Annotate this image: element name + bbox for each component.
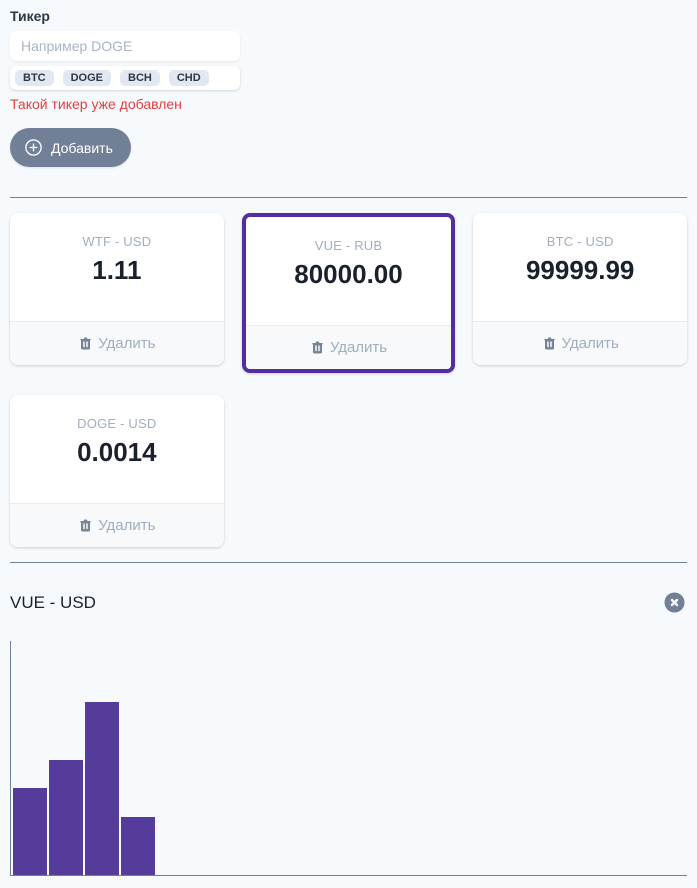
ticker-input[interactable] [10, 31, 240, 61]
ticker-card[interactable]: DOGE - USD 0.0014 Удалить [10, 395, 224, 547]
ticker-chip-chd[interactable]: CHD [168, 70, 209, 86]
ticker-price: 0.0014 [77, 437, 157, 467]
trash-icon [78, 518, 93, 533]
chart-bar [85, 701, 119, 875]
ticker-price: 80000.00 [294, 259, 403, 289]
ticker-chip-bch[interactable]: BCH [120, 70, 160, 86]
ticker-chip-btc[interactable]: BTC [15, 70, 54, 86]
delete-ticker-button[interactable]: Удалить [10, 321, 224, 365]
delete-ticker-button[interactable]: Удалить [10, 503, 224, 547]
add-button-label: Добавить [51, 139, 113, 156]
ticker-card[interactable]: BTC - USD 99999.99 Удалить [473, 213, 687, 365]
ticker-card[interactable]: VUE - RUB 80000.00 Удалить [241, 213, 456, 373]
add-ticker-button[interactable]: Добавить [10, 128, 131, 167]
graph-section: VUE - USD [10, 590, 687, 876]
delete-label: Удалить [329, 339, 388, 356]
ticker-pair-label: DOGE - USD [77, 416, 157, 431]
delete-ticker-button[interactable]: Удалить [473, 321, 687, 365]
ticker-card-body: DOGE - USD 0.0014 [10, 395, 224, 503]
ticker-card-body: WTF - USD 1.11 [10, 213, 224, 321]
ticker-price: 99999.99 [525, 255, 635, 285]
chart-bar [13, 788, 47, 875]
ticker-card[interactable]: WTF - USD 1.11 Удалить [10, 213, 224, 365]
close-graph-button[interactable] [662, 590, 687, 615]
ticker-price: 1.11 [92, 255, 142, 285]
divider-bottom [10, 562, 687, 563]
ticker-pair-label: BTC - USD [546, 234, 614, 249]
ticker-label: Тикер [10, 8, 50, 24]
trash-icon [310, 340, 325, 355]
delete-label: Удалить [98, 335, 156, 352]
graph-header: VUE - USD [10, 590, 687, 615]
divider-top [10, 197, 687, 198]
chart-bar [49, 760, 83, 875]
plus-circle-icon [24, 138, 43, 157]
delete-ticker-button[interactable]: Удалить [245, 325, 452, 369]
ticker-chip-doge[interactable]: DOGE [62, 70, 112, 86]
delete-label: Удалить [98, 517, 156, 534]
x-circle-icon [662, 592, 687, 618]
ticker-card-body: VUE - RUB 80000.00 [246, 217, 452, 325]
chart-bar [121, 816, 155, 875]
error-message: Такой тикер уже добавлен [10, 96, 182, 112]
ticker-pair-label: WTF - USD [82, 234, 152, 249]
ticker-cards-grid: WTF - USD 1.11 Удалить VUE - RUB 80000.0… [10, 213, 687, 547]
ticker-pair-label: VUE - RUB [314, 238, 383, 253]
add-ticker-section: Тикер BTC DOGE BCH CHD Такой тикер уже доба… [10, 8, 687, 167]
trash-icon [542, 336, 557, 351]
graph-title: VUE - USD [10, 592, 96, 612]
delete-label: Удалить [561, 335, 619, 352]
trash-icon [78, 336, 93, 351]
ticker-suggestions: BTC DOGE BCH CHD [10, 66, 240, 90]
price-bar-chart [10, 641, 687, 876]
ticker-card-body: BTC - USD 99999.99 [473, 213, 687, 321]
